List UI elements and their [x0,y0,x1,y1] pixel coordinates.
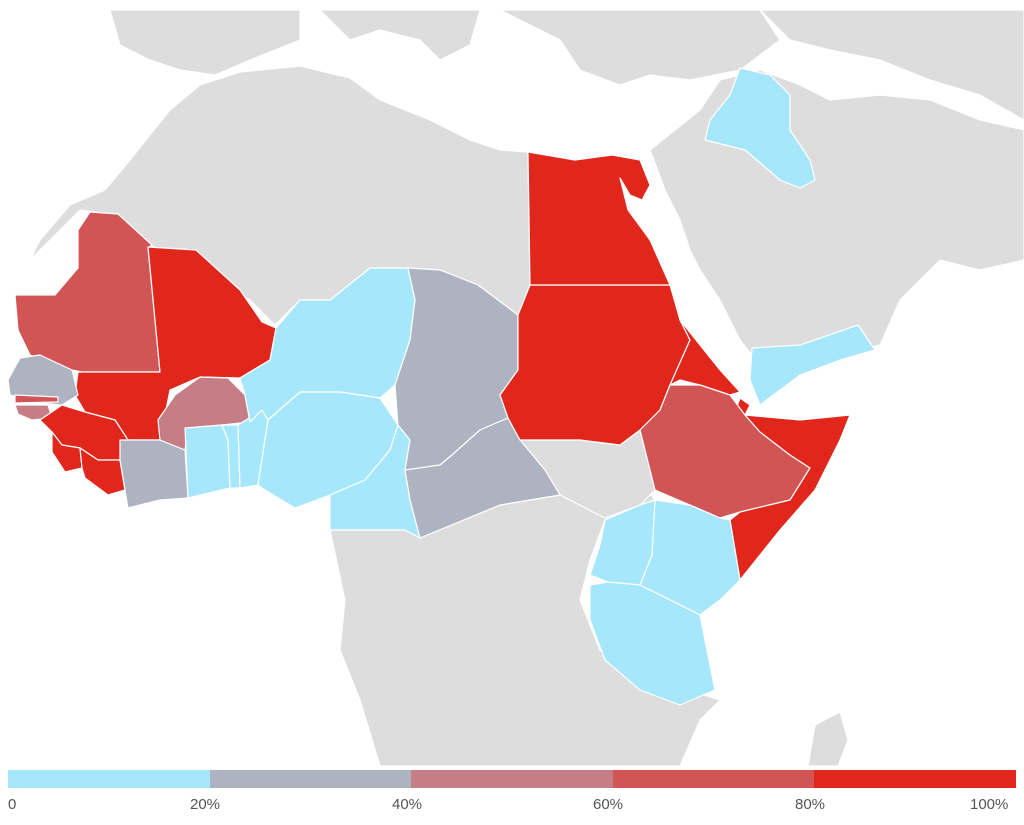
legend-label-60: 60% [593,796,624,813]
region-iraq [704,67,816,189]
caucasus-iran-north [758,9,1024,121]
region-tanzania [589,581,716,706]
legend-swatch-40-60 [411,770,613,788]
region-cote-divoire [119,439,189,509]
legend-label-80: 80% [795,796,826,813]
legend-color-bar [8,770,1016,788]
iberia-region [109,9,301,76]
legend-label-0: 0 [8,796,17,813]
no-data-land [19,9,1024,766]
region-gambia [14,394,59,404]
italy-region [318,9,481,61]
legend-swatch-20-40 [209,770,412,788]
region-ghana [184,424,231,499]
region-yemen [749,324,876,406]
balkans-turkey-region [499,9,781,86]
legend-label-20: 20% [190,796,221,813]
region-liberia [79,447,126,496]
region-togo [221,424,241,489]
legend-swatch-60-80 [612,770,815,788]
legend-swatch-0-20 [8,770,210,788]
legend-label-40: 40% [392,796,423,813]
legend-label-100: 100% [970,796,1009,813]
choropleth-map [8,9,1024,766]
color-scale-legend: 0 20% 40% 60% 80% 100% [8,770,1016,820]
region-central-african-republic [404,417,561,539]
region-egypt [527,151,671,286]
legend-swatch-80-100 [814,770,1016,788]
madagascar [807,711,849,766]
